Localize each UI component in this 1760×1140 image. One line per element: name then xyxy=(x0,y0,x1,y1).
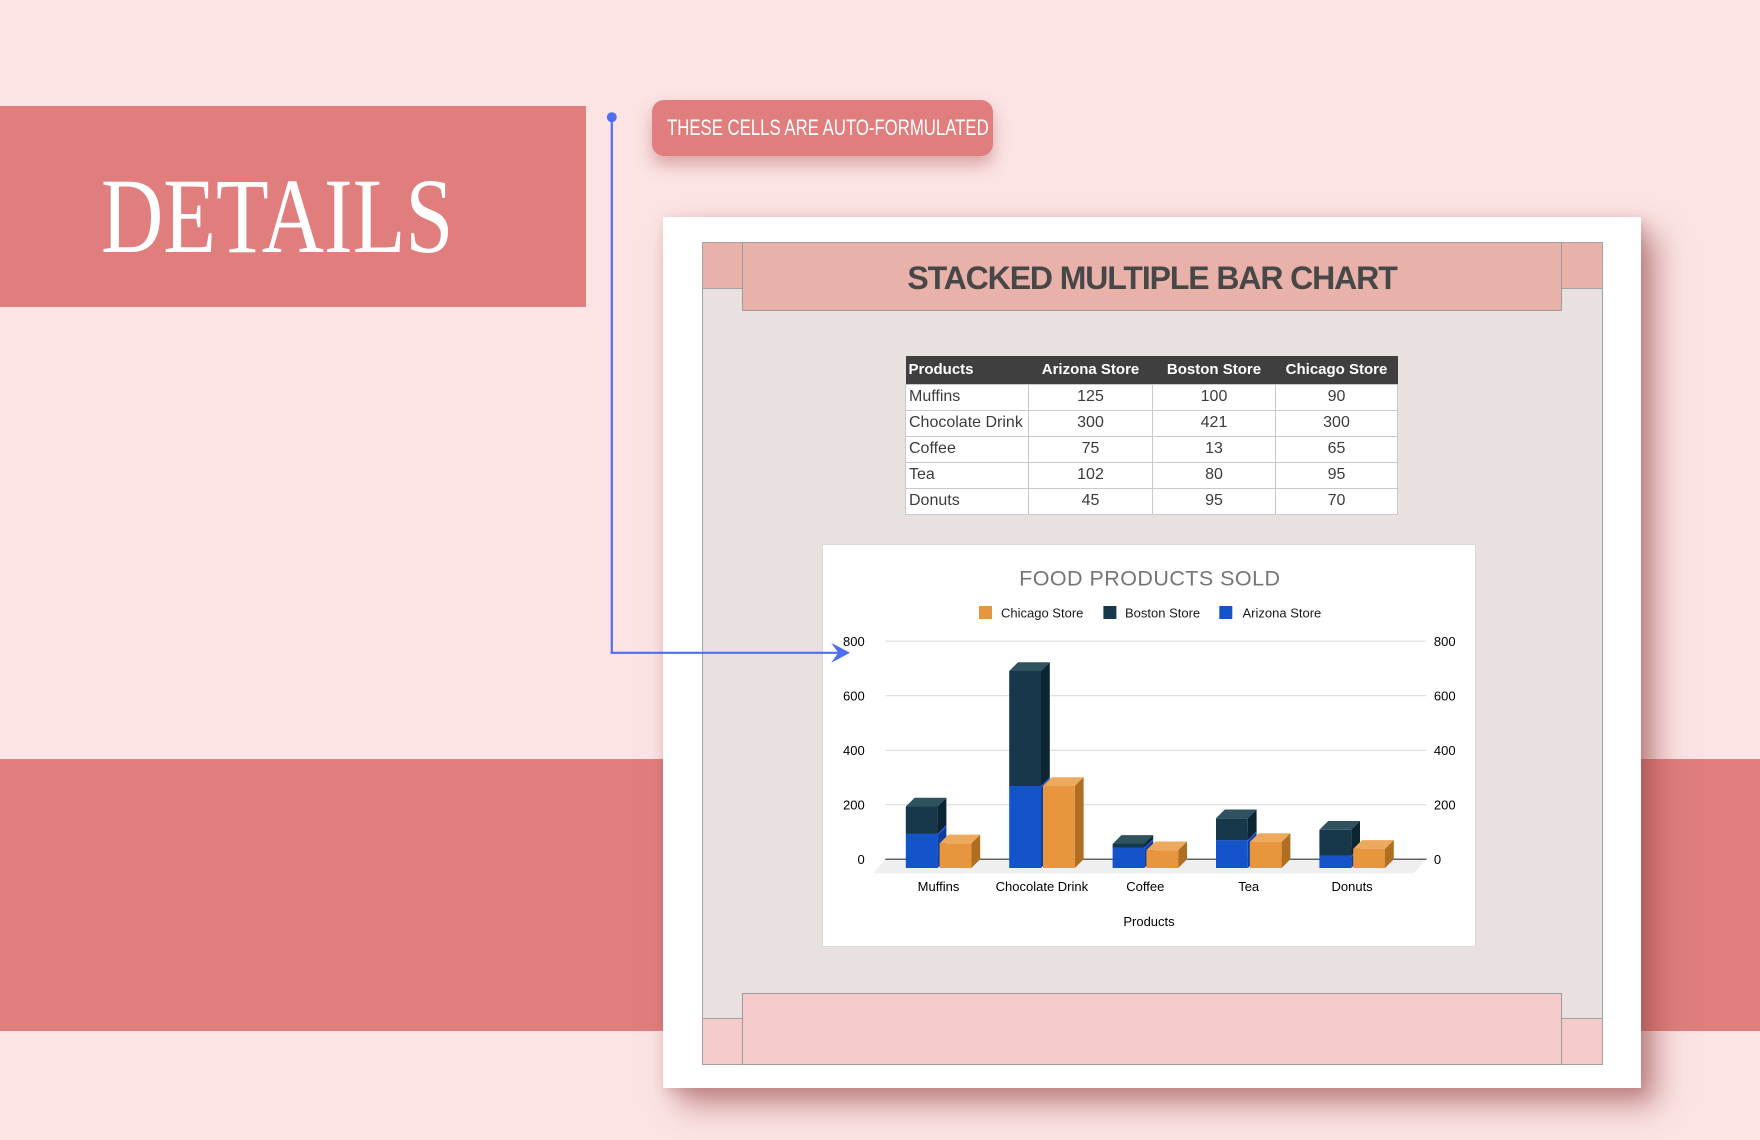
svg-text:0: 0 xyxy=(1434,852,1441,867)
svg-text:800: 800 xyxy=(843,634,865,649)
svg-text:600: 600 xyxy=(1434,689,1456,704)
svg-text:Tea: Tea xyxy=(1238,879,1260,894)
svg-text:Chicago Store: Chicago Store xyxy=(1001,605,1083,620)
svg-text:Arizona Store: Arizona Store xyxy=(1243,605,1322,620)
svg-text:FOOD PRODUCTS SOLD: FOOD PRODUCTS SOLD xyxy=(1019,566,1280,590)
svg-text:400: 400 xyxy=(1434,743,1456,758)
svg-text:Donuts: Donuts xyxy=(1331,879,1373,894)
svg-text:Chocolate Drink: Chocolate Drink xyxy=(996,879,1089,894)
svg-text:Products: Products xyxy=(1123,914,1175,929)
svg-text:Boston Store: Boston Store xyxy=(1125,605,1200,620)
svg-text:600: 600 xyxy=(843,689,865,704)
svg-text:400: 400 xyxy=(843,743,865,758)
svg-text:0: 0 xyxy=(857,852,864,867)
svg-text:200: 200 xyxy=(843,797,865,812)
svg-text:Muffins: Muffins xyxy=(918,879,960,894)
svg-text:800: 800 xyxy=(1434,634,1456,649)
svg-text:Coffee: Coffee xyxy=(1126,879,1164,894)
svg-text:200: 200 xyxy=(1434,797,1456,812)
